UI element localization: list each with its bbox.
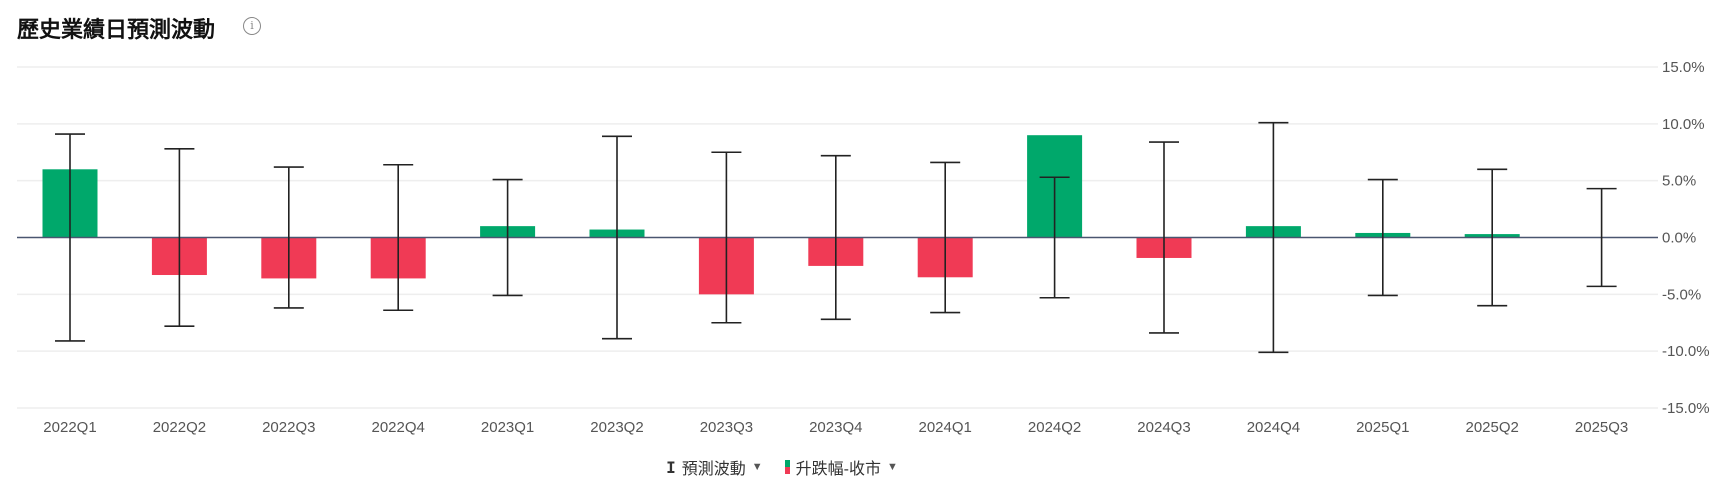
error-bar [1477, 168, 1508, 307]
legend: I 預測波動 ▼ 升跌幅-收市 ▼ [0, 455, 1644, 479]
error-bar [1586, 187, 1617, 288]
error-bar-icon: I [666, 457, 676, 477]
y-tick-label: 0.0% [1662, 230, 1696, 247]
legend-label: 升跌幅-收市 [795, 461, 881, 478]
x-tick-label: 2024Q2 [1028, 419, 1081, 436]
x-tick-label: 2023Q2 [590, 419, 643, 436]
x-tick-label: 2025Q1 [1356, 419, 1409, 436]
y-tick-label: 10.0% [1662, 116, 1705, 133]
error-bar [1039, 176, 1070, 299]
x-tick-label: 2022Q2 [153, 419, 206, 436]
x-tick-label: 2022Q1 [43, 419, 96, 436]
error-bar [1258, 121, 1289, 354]
y-tick-label: -15.0% [1662, 400, 1710, 417]
info-circle-icon[interactable]: i [243, 17, 261, 35]
x-tick-label: 2023Q1 [481, 419, 534, 436]
x-tick-label: 2024Q4 [1247, 419, 1300, 436]
legend-item-close-change[interactable]: 升跌幅-收市 ▼ [784, 455, 898, 479]
y-tick-label: 5.0% [1662, 173, 1696, 190]
error-bar [492, 178, 523, 297]
x-tick-label: 2023Q3 [700, 419, 753, 436]
error-bar [164, 148, 195, 327]
legend-item-forecast-volatility[interactable]: I 預測波動 ▼ [666, 455, 763, 479]
error-bar [1149, 141, 1179, 334]
y-tick-label: -10.0% [1662, 343, 1710, 360]
error-bar [55, 133, 85, 342]
x-tick-label: 2022Q3 [262, 419, 315, 436]
error-bar [1367, 178, 1398, 297]
y-tick-label: 15.0% [1662, 59, 1705, 76]
dropdown-triangle-icon[interactable]: ▼ [887, 461, 898, 473]
green-red-bar-icon [784, 460, 790, 474]
error-bar [820, 154, 851, 321]
x-tick-label: 2025Q3 [1575, 419, 1628, 436]
x-tick-label: 2024Q3 [1137, 419, 1190, 436]
error-bar [383, 163, 414, 312]
error-bar [602, 135, 632, 340]
error-bar [930, 161, 961, 314]
x-tick-label: 2024Q1 [919, 419, 972, 436]
dropdown-triangle-icon[interactable]: ▼ [751, 461, 763, 473]
x-tick-label: 2023Q4 [809, 419, 862, 436]
chart-plot: 15.0% 10.0% 5.0% 0.0% -5.0% -10.0% -15.0% 2022Q… [17, 59, 1710, 436]
legend-label: 預測波動 [681, 461, 746, 478]
chart-title: 歷史業績日預測波動 [17, 17, 216, 42]
y-tick-label: -5.0% [1662, 286, 1701, 303]
error-bar [711, 151, 742, 324]
x-tick-label: 2022Q4 [372, 419, 425, 436]
error-bar [273, 166, 304, 309]
x-tick-label: 2025Q2 [1466, 419, 1519, 436]
